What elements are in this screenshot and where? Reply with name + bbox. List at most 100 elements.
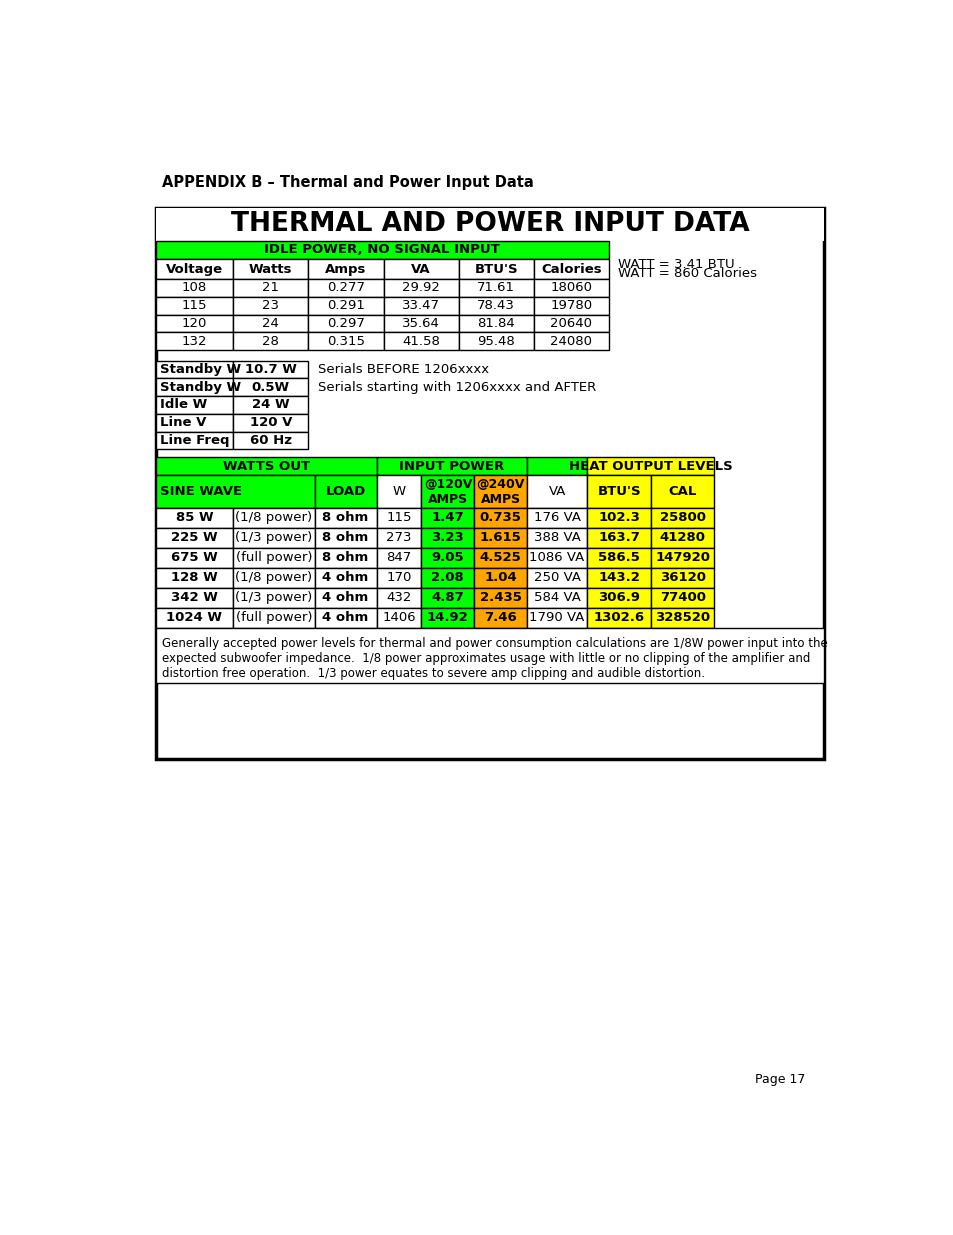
Text: 132: 132: [181, 335, 207, 347]
Text: 115: 115: [181, 299, 207, 312]
Text: 0.297: 0.297: [327, 317, 364, 330]
Text: 4 ohm: 4 ohm: [322, 572, 368, 584]
Text: VA: VA: [548, 485, 565, 498]
Text: 163.7: 163.7: [598, 531, 639, 545]
Bar: [650, 568, 714, 588]
Bar: [383, 296, 458, 315]
Text: Serials starting with 1206xxxx and AFTER: Serials starting with 1206xxxx and AFTER: [317, 380, 596, 394]
Bar: [155, 475, 314, 508]
Text: 1.47: 1.47: [431, 511, 464, 525]
Text: 28: 28: [262, 335, 279, 347]
Text: 1086 VA: 1086 VA: [529, 551, 584, 564]
Text: 8 ohm: 8 ohm: [322, 511, 368, 525]
Text: 306.9: 306.9: [598, 592, 639, 604]
Bar: [458, 315, 534, 332]
Text: LOAD: LOAD: [325, 485, 365, 498]
Bar: [233, 396, 308, 414]
Text: 60 Hz: 60 Hz: [250, 433, 292, 447]
Bar: [526, 508, 587, 527]
Bar: [376, 608, 421, 627]
Text: 29.92: 29.92: [402, 282, 439, 294]
Bar: [587, 457, 714, 475]
Bar: [233, 279, 308, 296]
Text: 2.435: 2.435: [479, 592, 521, 604]
Bar: [587, 548, 650, 568]
Text: 0.735: 0.735: [479, 511, 521, 525]
Text: 24080: 24080: [550, 335, 592, 347]
Bar: [155, 627, 823, 683]
Bar: [233, 315, 308, 332]
Bar: [155, 259, 233, 279]
Text: 1.615: 1.615: [479, 531, 521, 545]
Bar: [155, 508, 233, 527]
Text: 0.315: 0.315: [327, 335, 365, 347]
Text: @240V
AMPS: @240V AMPS: [476, 478, 524, 505]
Bar: [155, 548, 233, 568]
Bar: [155, 279, 233, 296]
Bar: [421, 527, 474, 548]
Bar: [308, 315, 383, 332]
Bar: [155, 241, 608, 259]
Text: 20640: 20640: [550, 317, 592, 330]
Bar: [526, 475, 587, 508]
Text: 250 VA: 250 VA: [533, 572, 580, 584]
Bar: [233, 332, 308, 350]
Bar: [376, 588, 421, 608]
Bar: [458, 259, 534, 279]
Text: 10.7 W: 10.7 W: [245, 363, 296, 377]
Bar: [155, 431, 233, 450]
Text: WATT = 3.41 BTU: WATT = 3.41 BTU: [618, 258, 734, 272]
Text: Watts: Watts: [249, 263, 293, 275]
Text: APPENDIX B – Thermal and Power Input Data: APPENDIX B – Thermal and Power Input Dat…: [162, 174, 533, 190]
Text: 8 ohm: 8 ohm: [322, 531, 368, 545]
Text: 9.05: 9.05: [431, 551, 464, 564]
Bar: [233, 548, 314, 568]
Text: 0.291: 0.291: [327, 299, 364, 312]
Text: Generally accepted power levels for thermal and power consumption calculations a: Generally accepted power levels for ther…: [162, 637, 827, 680]
Text: Page 17: Page 17: [754, 1073, 804, 1087]
Text: 24: 24: [262, 317, 279, 330]
Text: BTU'S: BTU'S: [597, 485, 640, 498]
Text: Idle W: Idle W: [159, 399, 207, 411]
Bar: [155, 296, 233, 315]
Bar: [587, 527, 650, 548]
Text: 128 W: 128 W: [171, 572, 217, 584]
Bar: [526, 588, 587, 608]
Bar: [587, 508, 650, 527]
Text: 675 W: 675 W: [171, 551, 217, 564]
Bar: [376, 457, 526, 475]
Bar: [421, 548, 474, 568]
Bar: [308, 332, 383, 350]
Bar: [474, 475, 526, 508]
Bar: [421, 588, 474, 608]
Text: 4.525: 4.525: [479, 551, 521, 564]
Text: 115: 115: [386, 511, 412, 525]
Text: 388 VA: 388 VA: [533, 531, 580, 545]
Text: 7.46: 7.46: [484, 611, 517, 625]
Bar: [474, 548, 526, 568]
Text: 273: 273: [386, 531, 412, 545]
Bar: [155, 527, 233, 548]
Text: 1.04: 1.04: [484, 572, 517, 584]
Bar: [233, 588, 314, 608]
Text: Line Freq: Line Freq: [159, 433, 229, 447]
Bar: [474, 527, 526, 548]
Text: Line V: Line V: [159, 416, 206, 430]
Text: 4 ohm: 4 ohm: [322, 611, 368, 625]
Text: 1790 VA: 1790 VA: [529, 611, 584, 625]
Bar: [534, 315, 608, 332]
Bar: [534, 279, 608, 296]
Text: HEAT OUTPUT LEVELS: HEAT OUTPUT LEVELS: [568, 459, 732, 473]
Bar: [421, 568, 474, 588]
Bar: [376, 508, 421, 527]
Text: WATT = 860 Calories: WATT = 860 Calories: [618, 267, 757, 280]
Text: Standby W: Standby W: [159, 380, 240, 394]
Bar: [155, 608, 233, 627]
Text: 225 W: 225 W: [171, 531, 217, 545]
Bar: [314, 527, 376, 548]
Text: CAL: CAL: [668, 485, 696, 498]
Bar: [474, 508, 526, 527]
Bar: [526, 568, 587, 588]
Bar: [376, 475, 421, 508]
Bar: [534, 259, 608, 279]
